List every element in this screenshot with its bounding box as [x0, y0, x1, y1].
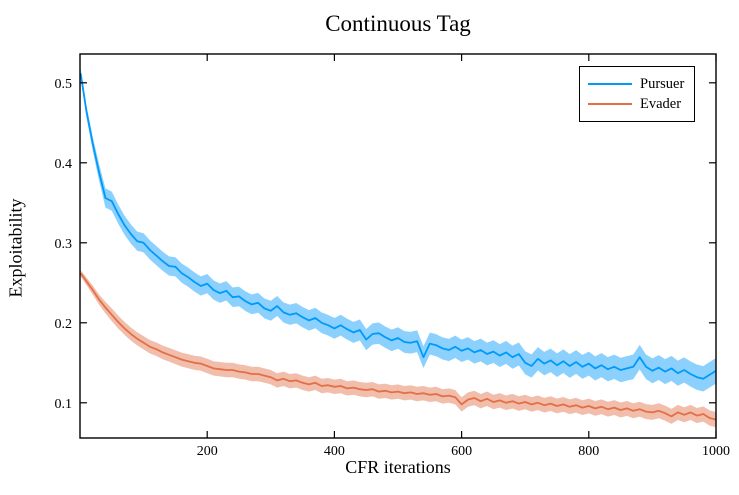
y-tick-label: 0.1	[55, 397, 73, 412]
x-tick-label: 800	[578, 444, 599, 459]
pursuer-line-swatch	[588, 83, 632, 85]
pursuer-line	[79, 73, 717, 380]
y-tick-label: 0.4	[55, 157, 73, 172]
legend-label-evader: Evader	[640, 95, 682, 112]
legend-label-pursuer: Pursuer	[640, 75, 685, 92]
evader-line	[79, 272, 717, 421]
legend: Pursuer Evader	[579, 66, 695, 122]
x-tick-label: 200	[197, 444, 218, 459]
y-tick-label: 0.2	[55, 317, 73, 332]
evader-line-swatch	[588, 103, 632, 105]
pursuer-band	[80, 68, 716, 392]
x-tick-label: 600	[451, 444, 472, 459]
y-tick-label: 0.3	[55, 237, 73, 252]
legend-item-evader: Evader	[588, 94, 686, 114]
y-tick-label: 0.5	[55, 77, 73, 92]
legend-item-pursuer: Pursuer	[588, 74, 686, 94]
x-axis-label: CFR iterations	[345, 457, 451, 477]
plot-border	[79, 53, 717, 439]
x-tick-label: 400	[324, 444, 345, 459]
y-axis-label: Exploitability	[5, 198, 26, 298]
chart-title: Continuous Tag	[325, 11, 471, 36]
x-tick-label: 1000	[702, 444, 730, 459]
